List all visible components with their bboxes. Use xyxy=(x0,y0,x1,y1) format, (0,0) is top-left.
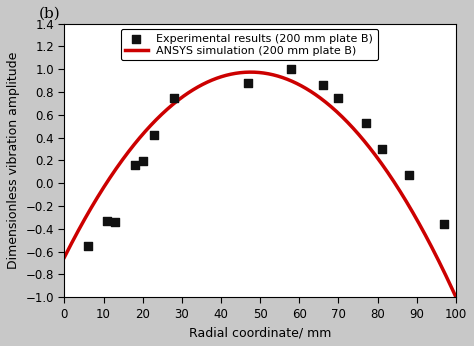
Experimental results (200 mm plate B) xyxy=(104,218,111,224)
Text: (b): (b) xyxy=(39,7,61,21)
ANSYS simulation (200 mm plate B) xyxy=(383,168,389,172)
Experimental results (200 mm plate B) xyxy=(170,95,178,100)
ANSYS simulation (200 mm plate B) xyxy=(453,295,459,299)
Y-axis label: Dimensionless vibration amplitude: Dimensionless vibration amplitude xyxy=(7,52,20,269)
X-axis label: Radial coordinate/ mm: Radial coordinate/ mm xyxy=(189,326,331,339)
Experimental results (200 mm plate B) xyxy=(84,243,91,248)
Experimental results (200 mm plate B) xyxy=(111,219,119,225)
ANSYS simulation (200 mm plate B) xyxy=(62,255,67,259)
ANSYS simulation (200 mm plate B) xyxy=(445,276,450,281)
ANSYS simulation (200 mm plate B) xyxy=(295,82,301,86)
Experimental results (200 mm plate B) xyxy=(362,120,370,126)
Experimental results (200 mm plate B) xyxy=(245,80,252,85)
Experimental results (200 mm plate B) xyxy=(319,82,327,88)
Experimental results (200 mm plate B) xyxy=(131,162,139,168)
ANSYS simulation (200 mm plate B) xyxy=(274,74,280,78)
ANSYS simulation (200 mm plate B) xyxy=(247,70,253,74)
Legend: Experimental results (200 mm plate B), ANSYS simulation (200 mm plate B): Experimental results (200 mm plate B), A… xyxy=(121,29,378,61)
ANSYS simulation (200 mm plate B) xyxy=(248,70,254,74)
Experimental results (200 mm plate B) xyxy=(288,66,295,72)
Experimental results (200 mm plate B) xyxy=(151,133,158,138)
Experimental results (200 mm plate B) xyxy=(378,146,385,152)
Experimental results (200 mm plate B) xyxy=(405,172,413,178)
Experimental results (200 mm plate B) xyxy=(335,95,342,100)
Experimental results (200 mm plate B) xyxy=(139,159,146,164)
Line: ANSYS simulation (200 mm plate B): ANSYS simulation (200 mm plate B) xyxy=(64,72,456,297)
Experimental results (200 mm plate B) xyxy=(440,221,448,227)
ANSYS simulation (200 mm plate B) xyxy=(251,70,256,74)
